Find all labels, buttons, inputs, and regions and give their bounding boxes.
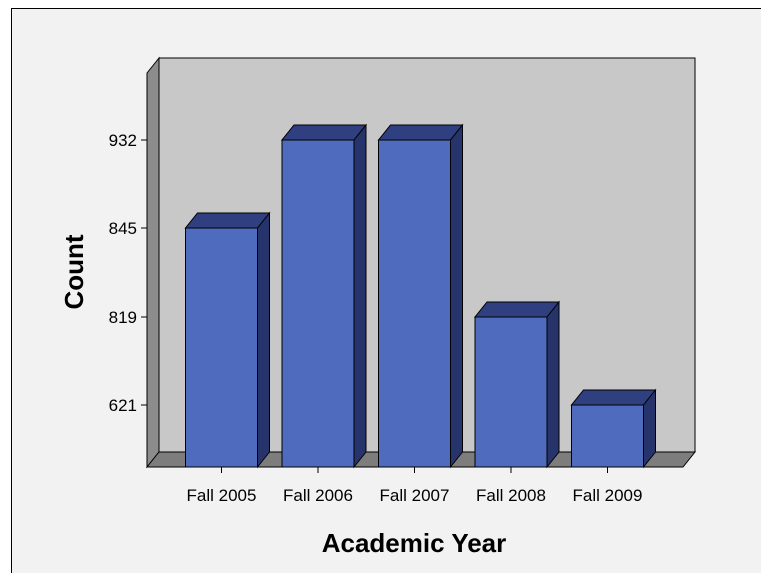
bar-front-face — [378, 139, 451, 468]
y-tick-label: 932 — [109, 131, 137, 150]
y-tick-label: 845 — [109, 219, 137, 238]
bar-fall-2008 — [473, 300, 561, 469]
bar-fall-2005 — [184, 211, 271, 469]
y-tick-label: 621 — [109, 396, 137, 415]
bar-top-face — [570, 389, 657, 406]
bar-top-face — [280, 124, 368, 141]
bar-front-face — [185, 227, 258, 468]
bar-fall-2009 — [570, 388, 657, 469]
bar-side-face — [353, 123, 367, 469]
x-tick-label: Fall 2007 — [380, 486, 450, 505]
bar-fall-2006 — [280, 123, 368, 469]
bar-side-face — [450, 123, 463, 469]
bar-top-face — [377, 124, 464, 141]
bar-fall-2007 — [377, 123, 464, 469]
x-tick-label: Fall 2006 — [283, 486, 353, 505]
bar-side-face — [546, 300, 560, 469]
bar-front-face — [474, 316, 548, 468]
bars — [184, 123, 657, 469]
bar-top-face — [184, 212, 271, 229]
bar-side-face — [257, 211, 270, 469]
x-tick-label: Fall 2005 — [187, 486, 257, 505]
x-axis: Fall 2005 Fall 2006 Fall 2007 Fall 2008 Fall… — [147, 466, 683, 505]
x-axis-title: Academic Year — [322, 528, 507, 558]
y-tick-label: 819 — [109, 308, 137, 327]
y-axis-title: Count — [59, 234, 89, 309]
x-tick-label: Fall 2009 — [573, 486, 643, 505]
x-tick-label: Fall 2008 — [476, 486, 546, 505]
bar-front-face — [571, 404, 644, 468]
bar-front-face — [281, 139, 355, 468]
y-axis: 621 819 845 932 — [109, 73, 148, 467]
chart-side-wall — [146, 56, 160, 469]
bar-top-face — [473, 301, 561, 318]
